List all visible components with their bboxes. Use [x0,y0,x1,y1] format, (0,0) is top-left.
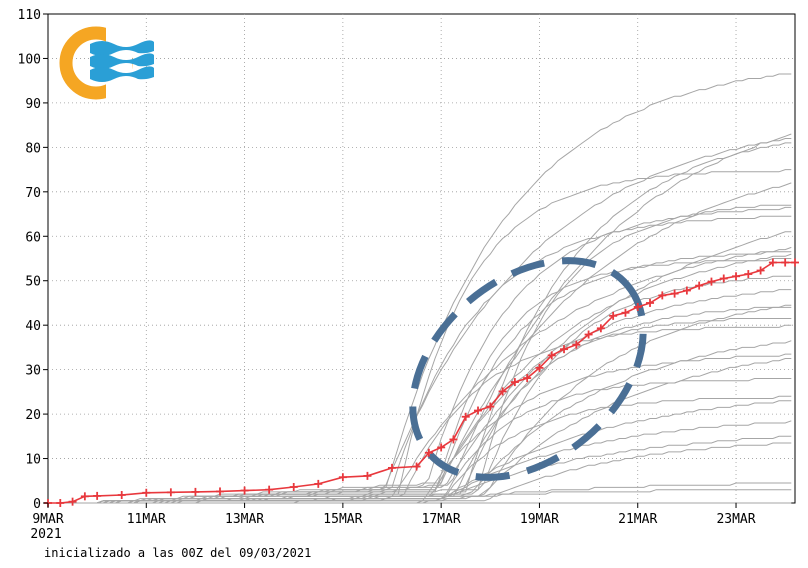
mean-marker [449,435,458,444]
x-tick-label: 21MAR [618,512,657,527]
mean-marker [240,486,249,495]
ensemble-member-line [48,353,792,504]
mean-marker [437,443,446,452]
mean-marker [289,482,298,491]
mean-marker [216,487,225,496]
mean-marker [498,387,507,396]
mean-marker [166,488,175,497]
y-tick-label: 60 [25,230,41,245]
x-tick-label: 19MAR [520,512,559,527]
y-tick-label: 100 [18,52,41,67]
y-tick-label: 30 [25,364,41,379]
y-tick-label: 0 [33,497,41,512]
mean-marker [338,473,347,482]
mean-marker [265,485,274,494]
mean-marker [80,492,89,501]
mean-marker [658,291,667,300]
highlight-ellipse [409,257,647,481]
y-tick-label: 70 [25,186,41,201]
mean-marker [424,448,433,457]
mean-marker [572,340,581,349]
mean-marker [93,491,102,500]
y-tick-label: 50 [25,275,41,290]
mean-marker [388,463,397,472]
y-tick-label: 40 [25,319,41,334]
grid-lines [48,14,795,503]
mean-marker [191,487,200,496]
mean-marker [621,308,630,317]
mean-marker [56,499,65,507]
ensemble-mean-series [44,258,799,507]
ensemble-member-line [48,73,792,504]
mean-marker [609,311,618,320]
x-tick-label: 13MAR [225,512,264,527]
mean-marker [474,406,483,415]
ensemble-member-line [48,142,792,504]
mean-marker [596,324,605,333]
mean-marker [547,351,556,360]
mean-marker [695,281,704,290]
mean-marker [707,277,716,286]
mean-marker [560,345,569,354]
x-tick-label: 15MAR [323,512,362,527]
mean-marker [68,497,77,506]
y-tick-label: 80 [25,141,41,156]
mean-marker [791,258,799,267]
mean-marker [584,330,593,339]
ensemble-members [48,73,792,504]
y-tick-label: 20 [25,408,41,423]
mean-marker [646,298,655,307]
mean-marker [461,412,470,421]
mean-marker [510,378,519,387]
mean-marker [768,258,777,267]
mean-marker [633,302,642,311]
mean-marker [670,289,679,298]
y-tick-label: 110 [18,8,41,23]
plot-area [47,13,796,504]
mean-marker [756,266,765,275]
mean-marker [117,490,126,499]
mean-marker [744,270,753,279]
mean-marker [314,479,323,488]
initialization-note: inicializado a las 00Z del 09/03/2021 [44,546,312,560]
x-tick-label: 17MAR [422,512,461,527]
mean-marker [781,258,790,267]
mean-marker [535,363,544,372]
y-tick-label: 10 [25,453,41,468]
x-tick-label: 23MAR [716,512,755,527]
x-tick-label: 11MAR [127,512,166,527]
mean-marker [732,272,741,281]
mean-marker [142,488,151,497]
x-tick-year-label: 2021 [30,527,61,542]
y-axis: 0 10 20 30 40 50 60 70 80 90 100 110 [18,8,48,512]
mean-marker [363,471,372,480]
mean-marker [682,286,691,295]
logo [59,26,154,100]
mean-marker [412,462,421,471]
x-tick-label: 9MAR [32,512,63,527]
mean-marker [486,402,495,411]
mean-marker [719,274,728,283]
mean-marker [523,374,532,383]
y-tick-label: 90 [25,97,41,112]
